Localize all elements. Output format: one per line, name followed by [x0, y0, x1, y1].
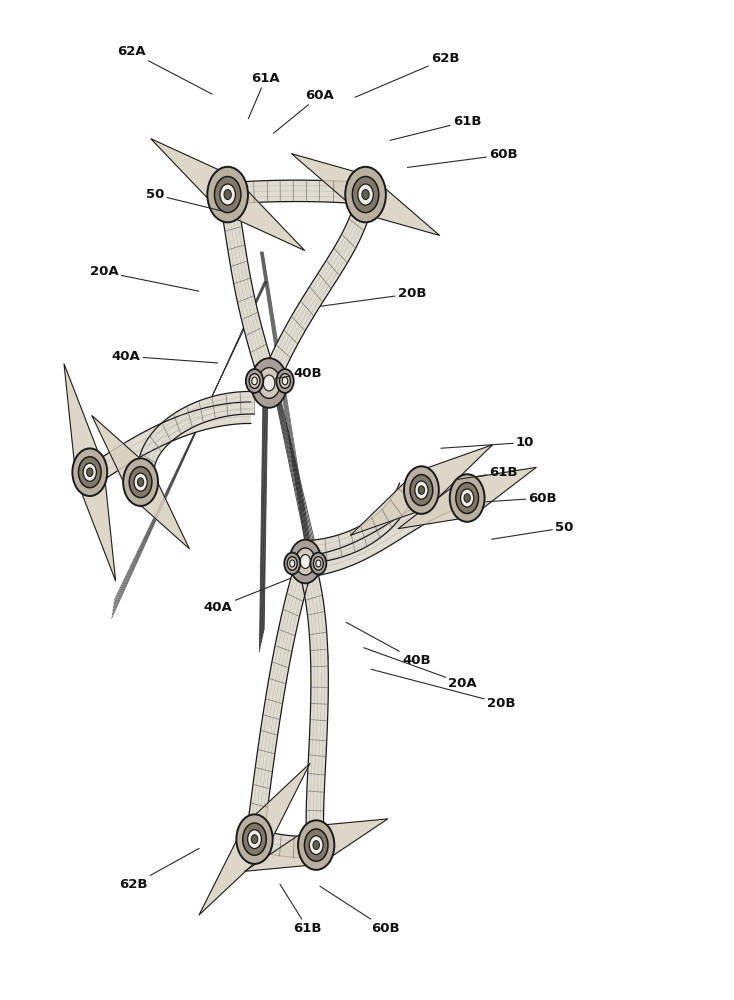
Text: 60B: 60B: [407, 148, 517, 167]
Polygon shape: [308, 491, 451, 577]
Text: 40A: 40A: [204, 578, 291, 614]
Polygon shape: [150, 139, 234, 212]
Polygon shape: [313, 819, 388, 864]
Text: 60A: 60A: [273, 89, 334, 133]
Circle shape: [464, 494, 470, 502]
Circle shape: [246, 369, 264, 393]
Text: 50: 50: [492, 521, 573, 539]
Polygon shape: [462, 467, 536, 517]
Circle shape: [460, 489, 473, 507]
Circle shape: [289, 540, 321, 583]
Text: 20B: 20B: [321, 287, 426, 306]
Polygon shape: [252, 829, 318, 858]
Circle shape: [220, 184, 236, 205]
Circle shape: [134, 473, 148, 491]
Circle shape: [362, 190, 369, 200]
Text: 50: 50: [146, 188, 225, 212]
Circle shape: [276, 369, 294, 393]
Text: 62B: 62B: [119, 848, 199, 891]
Circle shape: [87, 468, 93, 477]
Text: 40B: 40B: [275, 367, 321, 380]
Circle shape: [305, 829, 328, 861]
Polygon shape: [219, 192, 277, 388]
Text: 40A: 40A: [112, 350, 218, 363]
Text: 20A: 20A: [364, 648, 477, 690]
Circle shape: [418, 486, 424, 494]
Polygon shape: [244, 826, 320, 871]
Circle shape: [280, 374, 291, 388]
Circle shape: [137, 478, 144, 486]
Circle shape: [415, 481, 428, 499]
Circle shape: [287, 557, 297, 570]
Polygon shape: [312, 483, 414, 563]
Text: 40B: 40B: [346, 622, 431, 667]
Text: 20A: 20A: [90, 265, 199, 291]
Circle shape: [309, 836, 323, 855]
Polygon shape: [76, 466, 115, 581]
Circle shape: [410, 475, 433, 506]
Polygon shape: [261, 192, 374, 389]
Circle shape: [247, 830, 261, 849]
Text: 60B: 60B: [486, 492, 557, 505]
Polygon shape: [92, 416, 151, 496]
Circle shape: [258, 368, 280, 398]
Circle shape: [236, 814, 272, 864]
Circle shape: [249, 374, 260, 388]
Circle shape: [456, 483, 479, 513]
Polygon shape: [415, 445, 493, 508]
Circle shape: [243, 823, 266, 855]
Polygon shape: [227, 180, 367, 205]
Text: 10: 10: [441, 436, 534, 449]
Polygon shape: [246, 557, 313, 841]
Text: 62A: 62A: [117, 45, 212, 94]
Circle shape: [224, 190, 231, 200]
Text: 62B: 62B: [355, 52, 459, 97]
Circle shape: [345, 167, 386, 222]
Polygon shape: [199, 825, 265, 915]
Circle shape: [310, 553, 327, 574]
Circle shape: [404, 466, 439, 514]
Circle shape: [251, 358, 287, 408]
Circle shape: [298, 820, 335, 870]
Polygon shape: [94, 402, 251, 482]
Text: 60B: 60B: [320, 886, 399, 935]
Circle shape: [251, 835, 258, 844]
Circle shape: [290, 560, 295, 567]
Text: 61B: 61B: [390, 115, 482, 140]
Circle shape: [313, 557, 324, 570]
Circle shape: [352, 177, 379, 213]
Polygon shape: [131, 468, 189, 549]
Circle shape: [300, 555, 310, 568]
Circle shape: [123, 458, 158, 506]
Polygon shape: [138, 391, 255, 487]
Circle shape: [207, 167, 248, 222]
Circle shape: [264, 375, 275, 391]
Circle shape: [450, 474, 484, 522]
Circle shape: [313, 841, 319, 850]
Circle shape: [316, 560, 321, 567]
Circle shape: [252, 377, 258, 385]
Polygon shape: [244, 763, 310, 853]
Polygon shape: [350, 472, 428, 535]
Circle shape: [73, 448, 107, 496]
Text: 61A: 61A: [248, 72, 280, 119]
Polygon shape: [64, 364, 103, 478]
Polygon shape: [297, 557, 328, 847]
Circle shape: [358, 184, 374, 205]
Text: 20B: 20B: [371, 669, 515, 710]
Circle shape: [83, 463, 96, 481]
Circle shape: [295, 548, 315, 575]
Circle shape: [284, 553, 300, 574]
Text: 61B: 61B: [455, 466, 517, 480]
Text: 61B: 61B: [280, 884, 321, 935]
Polygon shape: [291, 154, 371, 213]
Polygon shape: [398, 479, 472, 529]
Circle shape: [129, 467, 152, 498]
Circle shape: [79, 457, 101, 488]
Polygon shape: [360, 176, 440, 235]
Polygon shape: [221, 177, 305, 250]
Circle shape: [214, 177, 241, 213]
Circle shape: [282, 377, 288, 385]
